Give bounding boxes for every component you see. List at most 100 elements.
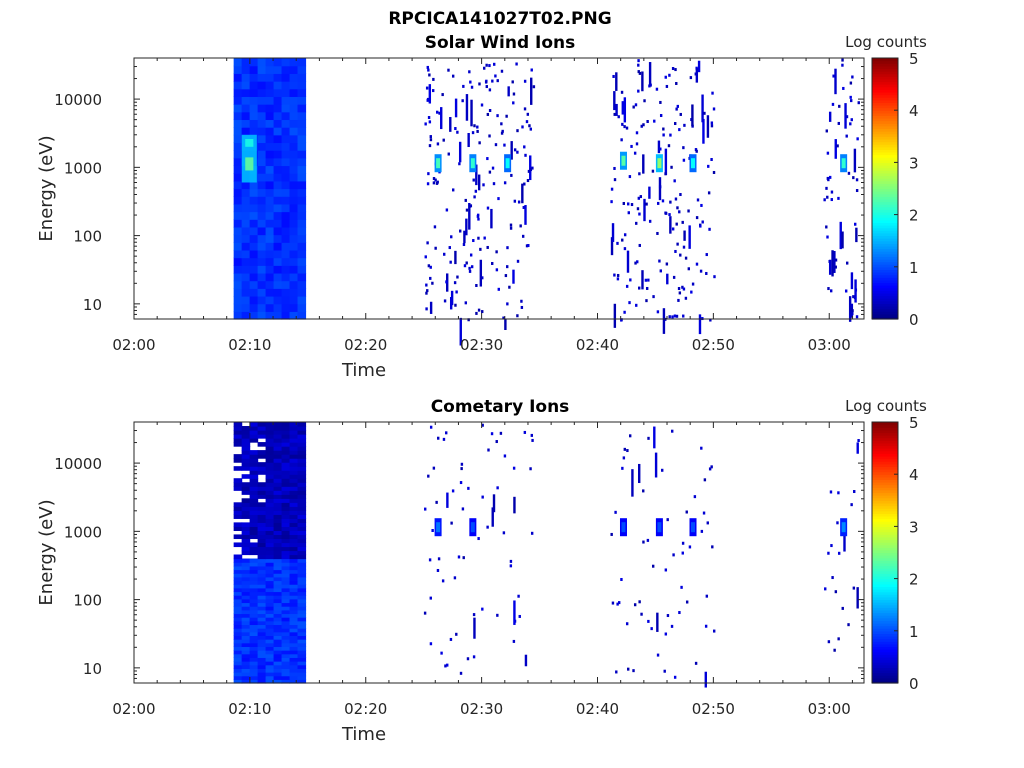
heatmap-cell [273,219,283,228]
heatmap-cell [289,565,299,571]
heatmap-cell [249,450,259,455]
heatmap-cell [273,150,283,159]
heatmap-cell [265,613,275,618]
heatmap-cell [289,534,299,540]
heatmap-cell [499,431,503,435]
heatmap-cell [257,580,267,585]
heatmap-cell [257,73,267,82]
heatmap-cell [658,185,662,189]
heatmap-cell [249,530,259,536]
heatmap-cell [289,646,299,651]
colorbar-segment [872,58,898,62]
heatmap-cell [257,602,267,607]
heatmap-cell [289,203,299,213]
heatmap-cell [455,632,458,636]
heatmap-cell [257,657,267,662]
heatmap-cell [526,112,530,116]
heatmap-cell [662,127,665,131]
colorbar-segment [872,266,898,271]
heatmap-cell [233,595,243,600]
heatmap-cell [289,311,299,320]
heatmap-cell [241,565,251,571]
heatmap-cell [705,271,708,275]
heatmap-cell [631,469,634,497]
heatmap-cell [297,88,307,97]
colorbar-segment [872,450,898,454]
heatmap-cell [468,204,471,208]
heatmap-cell [241,65,251,74]
heatmap-cell [693,495,697,499]
heatmap-cell [265,518,275,523]
heatmap-cell [289,196,299,205]
heatmap-cell [265,142,275,151]
heatmap-cell [446,663,449,667]
heatmap-cell [281,558,291,563]
heatmap-cell [265,580,275,585]
heatmap-cell [627,211,630,215]
heatmap-cell [297,661,307,666]
heatmap-peak [841,522,846,533]
heatmap-cell [273,272,283,282]
heatmap-cell [281,88,291,97]
heatmap-cell [289,265,299,274]
heatmap-cell [249,272,259,282]
heatmap-cell [241,490,251,495]
heatmap-cell [626,449,629,453]
heatmap-cell [524,654,528,667]
heatmap-cell [681,551,684,555]
heatmap-cell [638,463,641,484]
heatmap-cell [297,506,307,511]
colorbar-segment [872,594,898,598]
heatmap-cell [297,542,307,548]
heatmap-cell [709,318,712,322]
heatmap-cell [656,231,659,235]
heatmap-cell [249,211,259,220]
heatmap-cell [241,430,251,435]
heatmap-cell [233,188,243,197]
heatmap-cell [281,562,291,567]
heatmap-cell [249,482,259,487]
heatmap-cell [257,422,267,427]
heatmap-cell [241,530,251,536]
heatmap-cell [677,298,680,302]
heatmap-cell [528,124,531,128]
heatmap-cell [281,434,291,439]
heatmap-cell [257,584,267,589]
heatmap-cell [669,133,672,137]
heatmap-cell [690,290,693,294]
heatmap-cell [509,564,513,568]
heatmap-cell [465,208,469,212]
heatmap-cell [281,295,291,305]
colorbar-segment [872,235,898,239]
heatmap-cell [257,450,267,455]
heatmap-cell [505,114,508,118]
heatmap-peak [691,522,696,533]
heatmap-cell [297,234,307,243]
heatmap-cell [265,311,275,320]
heatmap-cell [265,631,275,637]
heatmap-cell [289,96,299,105]
colorbar-segment [872,287,898,291]
heatmap-cell [257,127,267,136]
heatmap-cell [265,478,275,483]
colorbar-segment [872,311,898,315]
heatmap-cell [241,675,251,680]
heatmap-cell [273,65,283,74]
heatmap-cell [289,668,299,673]
colorbar-segment [872,675,898,679]
heatmap-cell [645,299,648,303]
heatmap-cell [249,653,259,658]
heatmap-cell [249,514,259,519]
colorbar-segment [872,591,898,595]
colorbar-segment [872,248,898,252]
colorbar-segment [872,672,898,676]
heatmap-cell [289,550,299,556]
heatmap-cell [273,454,283,459]
heatmap-cell [664,568,668,572]
heatmap-cell [642,540,645,544]
heatmap-cell [249,458,259,463]
heatmap-cell [273,157,283,167]
heatmap-cell [265,482,275,487]
heatmap-cell [249,196,259,205]
